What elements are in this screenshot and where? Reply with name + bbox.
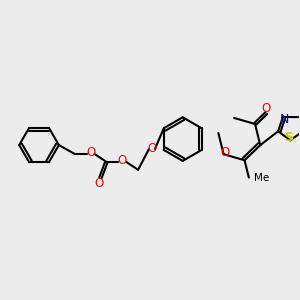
Text: S: S (284, 131, 293, 144)
Text: Me: Me (254, 172, 269, 183)
Text: O: O (220, 146, 229, 159)
Text: O: O (147, 142, 157, 154)
Text: O: O (118, 154, 127, 167)
Text: O: O (262, 101, 271, 115)
Text: O: O (86, 146, 95, 160)
Text: N: N (280, 113, 289, 126)
Text: O: O (95, 177, 104, 190)
